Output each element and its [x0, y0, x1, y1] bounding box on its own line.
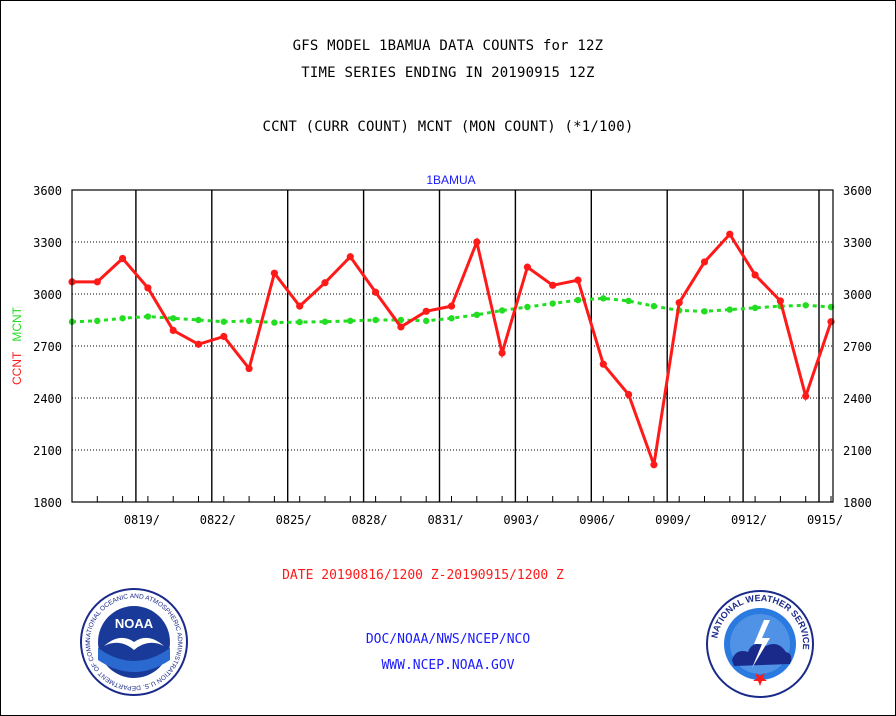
data-point-ccnt — [245, 364, 253, 373]
data-point-mcnt — [271, 319, 278, 326]
data-point-ccnt — [751, 271, 759, 279]
grid-layer — [72, 190, 833, 502]
noaa-logo: NOAA NATIONAL OCEANIC AND ATMOSPHERIC AD… — [80, 588, 188, 696]
data-point-ccnt — [473, 238, 481, 246]
data-point-mcnt — [549, 300, 556, 307]
data-point-mcnt — [448, 315, 455, 322]
data-point-ccnt — [447, 302, 456, 310]
data-point-ccnt — [346, 253, 354, 261]
data-point-mcnt — [574, 296, 582, 304]
y-tick-label-left: 3600 — [33, 184, 62, 198]
data-point-ccnt — [700, 258, 709, 266]
x-tick-label: 0831/ — [427, 513, 463, 527]
x-tick-label: 0828/ — [352, 513, 388, 527]
data-point-mcnt — [119, 315, 126, 322]
axis-layer: 1800 1800 2100 2100 2400 2400 2700 2700 3000 3000… — [33, 184, 872, 527]
noaa-logo-text: NOAA — [115, 616, 154, 631]
data-point-ccnt — [498, 349, 506, 357]
x-axis-label: DATE 20190816/1200 Z-20190915/1200 Z — [282, 568, 564, 583]
data-point-ccnt — [422, 307, 430, 315]
data-point-mcnt — [347, 317, 354, 325]
data-point-mcnt — [625, 297, 632, 305]
data-point-mcnt — [701, 308, 708, 315]
data-point-mcnt — [751, 304, 759, 312]
data-point-ccnt — [397, 323, 405, 331]
data-point-ccnt — [802, 392, 810, 400]
x-tick-label: 0822/ — [200, 513, 236, 527]
data-point-ccnt — [270, 269, 278, 277]
data-point-ccnt — [675, 299, 683, 307]
y-tick-label-left: 2700 — [33, 340, 62, 354]
y-tick-label-right: 2100 — [843, 444, 872, 458]
nws-logo: NATIONAL WEATHER SERVICE — [706, 590, 814, 698]
data-point-mcnt — [220, 318, 227, 325]
data-point-ccnt — [549, 281, 557, 289]
data-point-mcnt — [600, 295, 607, 302]
y-tick-label-left: 3000 — [33, 288, 62, 302]
data-point-mcnt — [321, 318, 329, 325]
y-tick-label-left: 1800 — [33, 496, 62, 510]
data-point-ccnt — [599, 360, 607, 368]
y-axis-label: CCNT MCNT — [10, 306, 24, 385]
x-tick-label: 0912/ — [731, 513, 767, 527]
y-tick-label-right: 2400 — [843, 392, 872, 406]
data-point-ccnt — [523, 263, 532, 271]
y-tick-label-right: 3600 — [843, 184, 872, 198]
data-point-mcnt — [94, 317, 101, 325]
data-point-mcnt — [372, 316, 379, 324]
data-point-mcnt — [170, 315, 177, 322]
footer-url[interactable]: WWW.NCEP.NOAA.GOV — [381, 658, 515, 673]
data-point-ccnt — [93, 278, 101, 286]
x-tick-label: 0825/ — [276, 513, 312, 527]
chart-header-line-2: TIME SERIES ENDING IN 20190915 12Z — [301, 65, 595, 81]
data-point-ccnt — [321, 279, 329, 287]
data-point-ccnt — [625, 390, 633, 399]
data-point-mcnt — [650, 302, 658, 310]
x-tick-label: 0915/ — [807, 513, 843, 527]
data-point-mcnt — [802, 302, 809, 309]
y-tick-label-right: 3000 — [843, 288, 872, 302]
x-tick-label: 0909/ — [655, 513, 691, 527]
data-point-mcnt — [423, 317, 430, 325]
data-point-ccnt — [574, 276, 582, 284]
y-tick-label-left: 2400 — [33, 392, 62, 406]
data-point-ccnt — [776, 297, 785, 305]
x-tick-label: 0906/ — [579, 513, 615, 527]
x-tick-label: 0903/ — [503, 513, 539, 527]
y-tick-label-right: 2700 — [843, 340, 872, 354]
data-point-ccnt — [726, 230, 734, 238]
data-point-mcnt — [397, 316, 405, 324]
plot-frame — [71, 189, 834, 503]
data-point-ccnt — [650, 461, 658, 469]
data-point-mcnt — [726, 306, 733, 313]
y-tick-label-right: 3300 — [843, 236, 872, 250]
data-point-mcnt — [498, 307, 506, 314]
footer-agency: DOC/NOAA/NWS/NCEP/NCO — [365, 632, 531, 647]
data-point-ccnt — [194, 340, 203, 348]
y-axis-label-mcnt: MCNT — [10, 306, 24, 341]
series-line-ccnt — [72, 231, 833, 466]
data-point-mcnt — [195, 316, 202, 324]
series-layer — [68, 230, 835, 469]
y-tick-label-left: 3300 — [33, 236, 62, 250]
data-point-mcnt — [245, 317, 253, 325]
data-point-ccnt — [296, 302, 304, 310]
y-tick-label-right: 1800 — [843, 496, 872, 510]
data-point-ccnt — [119, 254, 127, 263]
y-axis-label-ccnt: CCNT — [10, 351, 24, 385]
data-point-ccnt — [372, 288, 380, 296]
x-tick-label: 0819/ — [124, 513, 160, 527]
data-point-mcnt — [473, 311, 480, 318]
data-point-ccnt — [144, 284, 152, 292]
data-point-mcnt — [144, 313, 152, 320]
chart-header-line-1: GFS MODEL 1BAMUA DATA COUNTS for 12Z — [292, 38, 604, 54]
data-point-ccnt — [169, 326, 177, 334]
panel-title: 1BAMUA — [426, 173, 475, 187]
chart-header-line-3: CCNT (CURR COUNT) MCNT (MON COUNT) (*1/1… — [262, 119, 634, 135]
data-point-mcnt — [296, 318, 303, 326]
y-tick-label-left: 2100 — [33, 444, 62, 458]
data-point-ccnt — [220, 332, 228, 341]
data-point-mcnt — [524, 303, 531, 311]
